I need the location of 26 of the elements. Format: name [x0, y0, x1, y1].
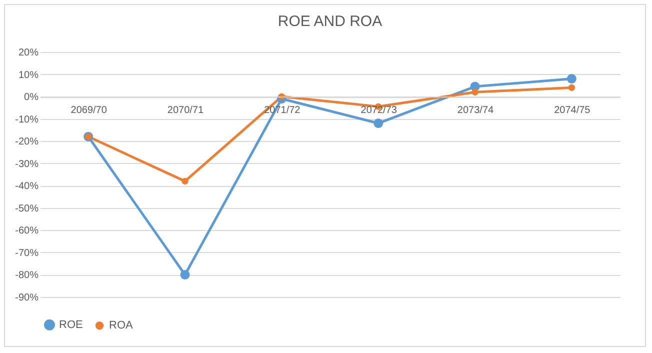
- x-tick-label: 2069/70: [70, 105, 108, 116]
- point: [566, 74, 576, 84]
- y-tick-label: -90%: [15, 292, 39, 304]
- y-tick-label: -10%: [15, 114, 39, 126]
- point: [568, 84, 576, 91]
- y-tick-label: -60%: [15, 226, 39, 237]
- x-tick-label: 2074/75: [554, 105, 591, 116]
- point: [180, 270, 190, 280]
- y-tick-label: -70%: [15, 248, 39, 259]
- x-tick-label: 2073/74: [457, 105, 494, 116]
- point: [182, 178, 188, 185]
- y-tick-label: -30%: [15, 158, 39, 170]
- y-tick-label: -50%: [15, 203, 39, 214]
- y-tick-label: 10%: [18, 70, 39, 81]
- point: [472, 88, 478, 96]
- legend-label: ROE: [59, 318, 83, 331]
- legend-label: ROA: [109, 320, 134, 332]
- x-tick-label: 2072/73: [360, 105, 398, 116]
- y-tick-label: -40%: [15, 181, 39, 192]
- y-tick-label: -20%: [15, 136, 39, 148]
- chart-title: ROE AND ROA: [278, 13, 382, 30]
- y-tick-label: -80%: [15, 270, 39, 282]
- y-tick-label: 20%: [18, 48, 39, 58]
- point: [374, 118, 384, 128]
- y-tick-label: 0%: [24, 92, 39, 104]
- x-tick-label: 2070/71: [167, 105, 204, 116]
